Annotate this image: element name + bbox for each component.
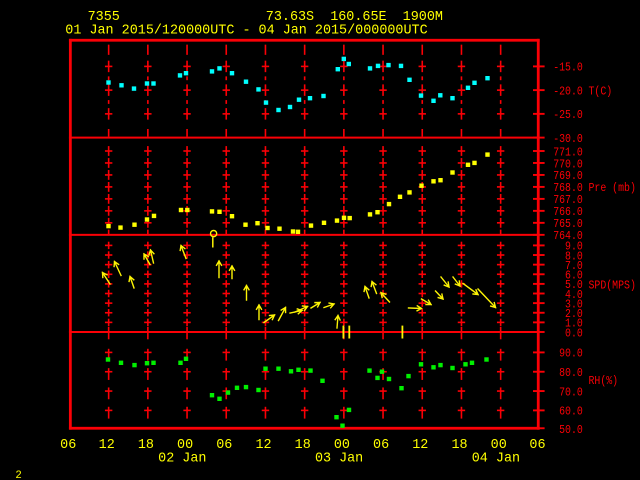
svg-text:80.0: 80.0: [559, 366, 583, 380]
svg-text:00: 00: [491, 438, 507, 453]
svg-text:7.0: 7.0: [565, 259, 583, 273]
svg-text:771.0: 771.0: [553, 145, 583, 159]
svg-text:60.0: 60.0: [559, 405, 583, 419]
svg-text:764.0: 764.0: [553, 229, 583, 243]
svg-text:12: 12: [412, 438, 428, 453]
svg-text:06: 06: [373, 438, 389, 453]
svg-text:SPD(MPS): SPD(MPS): [589, 279, 636, 293]
svg-text:6.0: 6.0: [565, 269, 583, 283]
svg-text:50.0: 50.0: [559, 423, 583, 437]
svg-text:01 Jan 2015/120000UTC - 04 Jan: 01 Jan 2015/120000UTC - 04 Jan 2015/0000…: [65, 23, 427, 38]
svg-text:9.0: 9.0: [565, 240, 583, 254]
svg-text:18: 18: [451, 438, 467, 453]
svg-text:06: 06: [216, 438, 232, 453]
svg-text:06: 06: [60, 438, 76, 453]
svg-text:769.0: 769.0: [553, 169, 583, 183]
svg-text:768.0: 768.0: [553, 181, 583, 195]
svg-text:-15.0: -15.0: [553, 61, 583, 75]
svg-text:70.0: 70.0: [559, 385, 583, 399]
svg-text:7355: 7355: [88, 10, 120, 25]
svg-text:RH(%): RH(%): [589, 374, 619, 388]
svg-text:770.0: 770.0: [553, 157, 583, 171]
svg-text:02 Jan: 02 Jan: [158, 452, 206, 467]
svg-text:00: 00: [334, 438, 350, 453]
svg-text:8.0: 8.0: [565, 249, 583, 263]
svg-text:18: 18: [138, 438, 154, 453]
svg-text:06: 06: [529, 438, 545, 453]
svg-text:3.0: 3.0: [565, 297, 583, 311]
svg-text:12: 12: [255, 438, 271, 453]
svg-text:90.0: 90.0: [559, 347, 583, 361]
svg-text:-30.0: -30.0: [553, 132, 583, 146]
svg-text:2.0: 2.0: [565, 307, 583, 321]
svg-text:0.0: 0.0: [565, 326, 583, 340]
svg-text:18: 18: [295, 438, 311, 453]
svg-text:T(C): T(C): [589, 85, 613, 99]
svg-text:03 Jan: 03 Jan: [315, 452, 363, 467]
svg-text:1.0: 1.0: [565, 317, 583, 331]
svg-text:5.0: 5.0: [565, 278, 583, 292]
svg-text:767.0: 767.0: [553, 193, 583, 207]
svg-text:-25.0: -25.0: [553, 108, 583, 122]
svg-text:2: 2: [15, 470, 21, 480]
svg-text:12: 12: [99, 438, 115, 453]
svg-text:4.0: 4.0: [565, 288, 583, 302]
svg-text:766.0: 766.0: [553, 205, 583, 219]
svg-text:00: 00: [177, 438, 193, 453]
svg-text:73.63S 160.65E 1900M: 73.63S 160.65E 1900M: [266, 10, 443, 25]
svg-text:-20.0: -20.0: [553, 84, 583, 98]
svg-text:04 Jan: 04 Jan: [472, 452, 520, 467]
svg-text:765.0: 765.0: [553, 217, 583, 231]
svg-text:Pre (mb): Pre (mb): [589, 181, 636, 195]
